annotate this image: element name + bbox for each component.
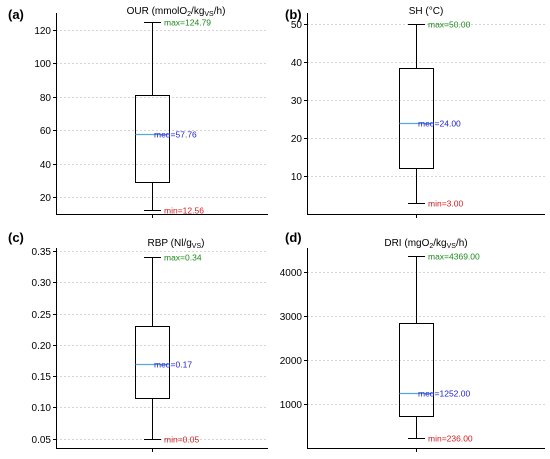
max-annotation: max=124.79 xyxy=(164,18,211,28)
y-tick-label: 100 xyxy=(34,59,51,70)
panel-label: (c) xyxy=(8,230,24,245)
panel-label: (d) xyxy=(285,230,302,245)
panel-label: (a) xyxy=(8,7,24,22)
y-tick-label: 0.35 xyxy=(32,247,52,258)
y-tick-label: 0.30 xyxy=(32,278,52,289)
y-tick-label: 20 xyxy=(40,193,52,204)
y-tick-label: 60 xyxy=(40,126,52,137)
min-annotation: min=3.00 xyxy=(428,199,463,209)
y-tick-label: 10 xyxy=(291,172,303,183)
y-tick-label: 0.05 xyxy=(32,435,52,446)
y-tick-label: 50 xyxy=(291,20,303,31)
panel-title: OUR (mmolO2/kgVS/h) xyxy=(127,6,226,18)
y-tick-label: 20 xyxy=(291,134,303,145)
y-tick-label: 0.15 xyxy=(32,372,52,383)
min-annotation: min=0.05 xyxy=(164,435,199,445)
panel-label: (b) xyxy=(285,7,302,22)
y-tick-label: 40 xyxy=(40,160,52,171)
y-tick-label: 0.10 xyxy=(32,403,52,414)
y-tick-label: 40 xyxy=(291,58,303,69)
panel-2: 10 20 30 40 50 max=50.00 med=24.00 min=3.00 (b) S… xyxy=(285,6,545,218)
min-annotation: min=12.56 xyxy=(164,206,204,216)
median-annotation: med=0.17 xyxy=(154,360,192,370)
max-annotation: max=50.00 xyxy=(428,20,471,30)
panel-4: 1000 2000 3000 4000 max=4369.00 med=1252.00 mi… xyxy=(280,230,545,452)
y-tick-label: 0.20 xyxy=(32,341,52,352)
iqr-box xyxy=(399,323,434,417)
y-tick-label: 0.25 xyxy=(32,310,52,321)
y-tick-label: 4000 xyxy=(280,268,303,279)
median-annotation: med=24.00 xyxy=(418,119,461,129)
panel-1: 20 40 60 80 100 120 max=124.79 med=57.76 min=12.… xyxy=(8,6,268,218)
iqr-box xyxy=(135,95,170,183)
panel-3: 0.05 0.10 0.15 0.20 0.25 0.30 0.35 max=0.34 med=… xyxy=(8,230,268,452)
median-annotation: med=1252.00 xyxy=(418,389,470,399)
max-annotation: max=4369.00 xyxy=(428,252,480,262)
y-tick-label: 30 xyxy=(291,96,303,107)
max-annotation: max=0.34 xyxy=(164,253,202,263)
panel-title: DRI (mgO2/kgVS/h) xyxy=(384,238,467,250)
y-tick-label: 1000 xyxy=(280,400,303,411)
panel-title: SH (°C) xyxy=(409,6,444,17)
y-tick-label: 2000 xyxy=(280,356,303,367)
iqr-box xyxy=(399,68,434,169)
panel-title: RBP (Nl/gVS) xyxy=(148,238,205,250)
y-tick-label: 3000 xyxy=(280,312,303,323)
median-annotation: med=57.76 xyxy=(154,130,197,140)
y-tick-label: 80 xyxy=(40,93,52,104)
min-annotation: min=236.00 xyxy=(428,434,473,444)
iqr-box xyxy=(135,326,170,399)
y-tick-label: 120 xyxy=(34,26,51,37)
